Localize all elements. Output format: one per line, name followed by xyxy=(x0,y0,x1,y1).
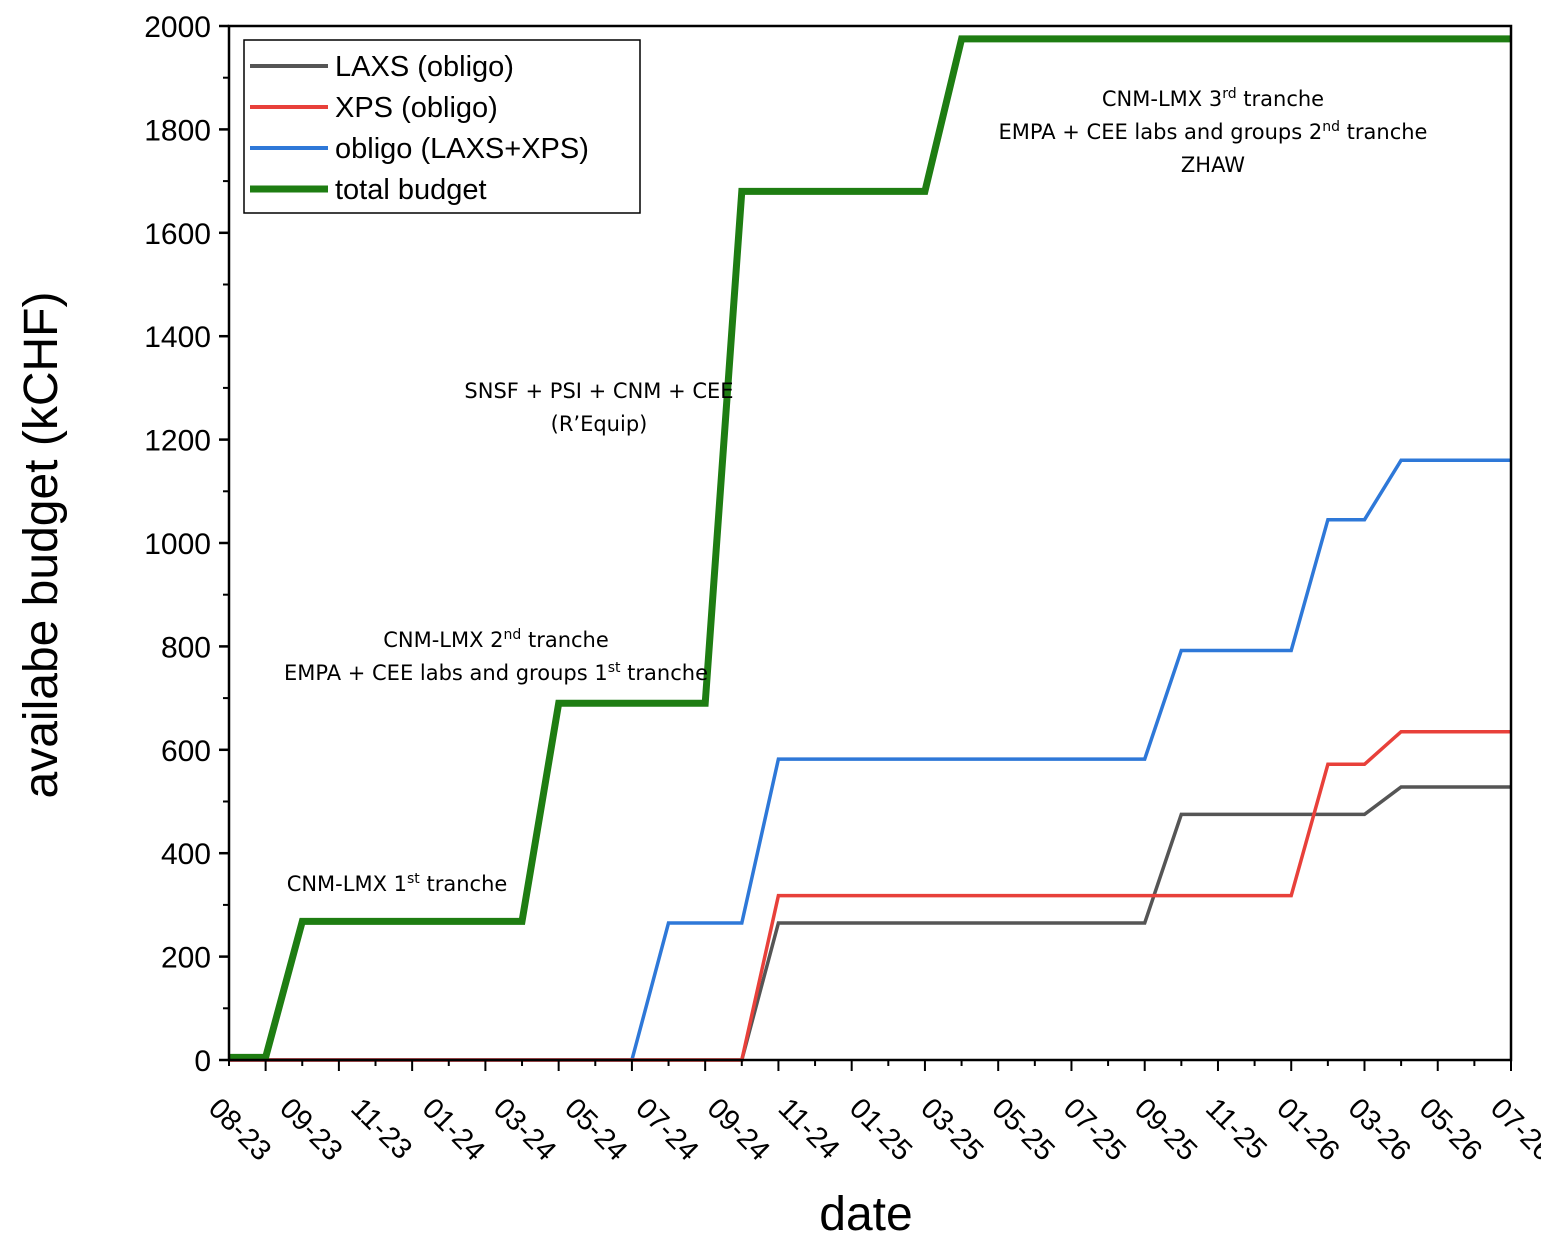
series-line-obligo-laxs-xps xyxy=(229,458,1511,1062)
annotation-line: SNSF + PSI + CNM + CEE xyxy=(464,379,733,403)
x-tick-label: 03-25 xyxy=(914,1092,989,1167)
x-tick-label: 07-24 xyxy=(629,1092,704,1167)
legend-label: total budget xyxy=(335,174,487,206)
x-tick-label: 09-23 xyxy=(273,1092,348,1167)
y-tick-label: 1800 xyxy=(144,114,211,147)
series-line-total-budget xyxy=(229,35,1511,1061)
y-tick-label: 2000 xyxy=(144,11,211,44)
series-layer xyxy=(229,35,1511,1062)
x-tick-label: 01-24 xyxy=(416,1092,491,1167)
y-tick-label: 400 xyxy=(161,838,211,871)
annotation-line: ZHAW xyxy=(1181,153,1245,177)
x-tick-label: 03-24 xyxy=(487,1092,562,1167)
annotation-line: CNM-LMX 2nd tranche xyxy=(383,627,609,652)
annotation-line: EMPA + CEE labs and groups 2nd tranche xyxy=(999,119,1428,144)
annotation-line: CNM-LMX 1st tranche xyxy=(287,871,508,896)
legend: LAXS (obligo) XPS (obligo) obligo (LAXS+XP… xyxy=(243,39,641,214)
x-tick-label: 11-23 xyxy=(344,1092,418,1166)
x-tick-label: 09-24 xyxy=(701,1092,776,1167)
y-tick-label: 600 xyxy=(161,735,211,768)
legend-box xyxy=(243,39,641,214)
annotation-line: CNM-LMX 3rd tranche xyxy=(1102,86,1324,111)
annotations-layer: CNM-LMX 1st tranche CNM-LMX 2nd tranche EM… xyxy=(284,86,1427,896)
series-line-xps-obligo xyxy=(229,729,1511,1062)
y-tick-label: 1400 xyxy=(144,321,211,354)
legend-label: XPS (obligo) xyxy=(335,92,498,124)
legend-label: LAXS (obligo) xyxy=(335,51,514,83)
y-tick-label: 1000 xyxy=(144,528,211,561)
y-tick-label: 200 xyxy=(161,942,211,975)
x-tick-label: 01-25 xyxy=(843,1092,918,1167)
x-tick-label: 05-24 xyxy=(558,1092,633,1167)
x-tick-label: 07-26 xyxy=(1484,1092,1541,1167)
y-tick-label: 1600 xyxy=(144,218,211,251)
x-tick-label: 03-26 xyxy=(1342,1092,1417,1167)
y-tick-label: 1200 xyxy=(144,425,211,458)
legend-label: obligo (LAXS+XPS) xyxy=(335,133,589,165)
x-tick-label: 05-25 xyxy=(985,1092,1060,1167)
y-axis-label: availabe budget (kCHF) xyxy=(15,292,68,799)
x-tick-label: 11-25 xyxy=(1199,1092,1273,1166)
x-tick-label: 09-25 xyxy=(1128,1092,1203,1167)
x-tick-label: 05-26 xyxy=(1413,1092,1488,1167)
y-tick-label: 800 xyxy=(161,631,211,664)
annotation-line: EMPA + CEE labs and groups 1st tranche xyxy=(284,660,708,685)
x-tick-label: 07-25 xyxy=(1057,1092,1132,1167)
annotation-line: (R’Equip) xyxy=(551,412,648,436)
x-axis-label: date xyxy=(819,1188,912,1238)
x-tick-label: 08-23 xyxy=(202,1092,277,1167)
x-tick-label: 11-24 xyxy=(772,1092,846,1166)
x-tick-label: 01-26 xyxy=(1270,1092,1345,1167)
y-tick-label: 0 xyxy=(194,1045,211,1078)
